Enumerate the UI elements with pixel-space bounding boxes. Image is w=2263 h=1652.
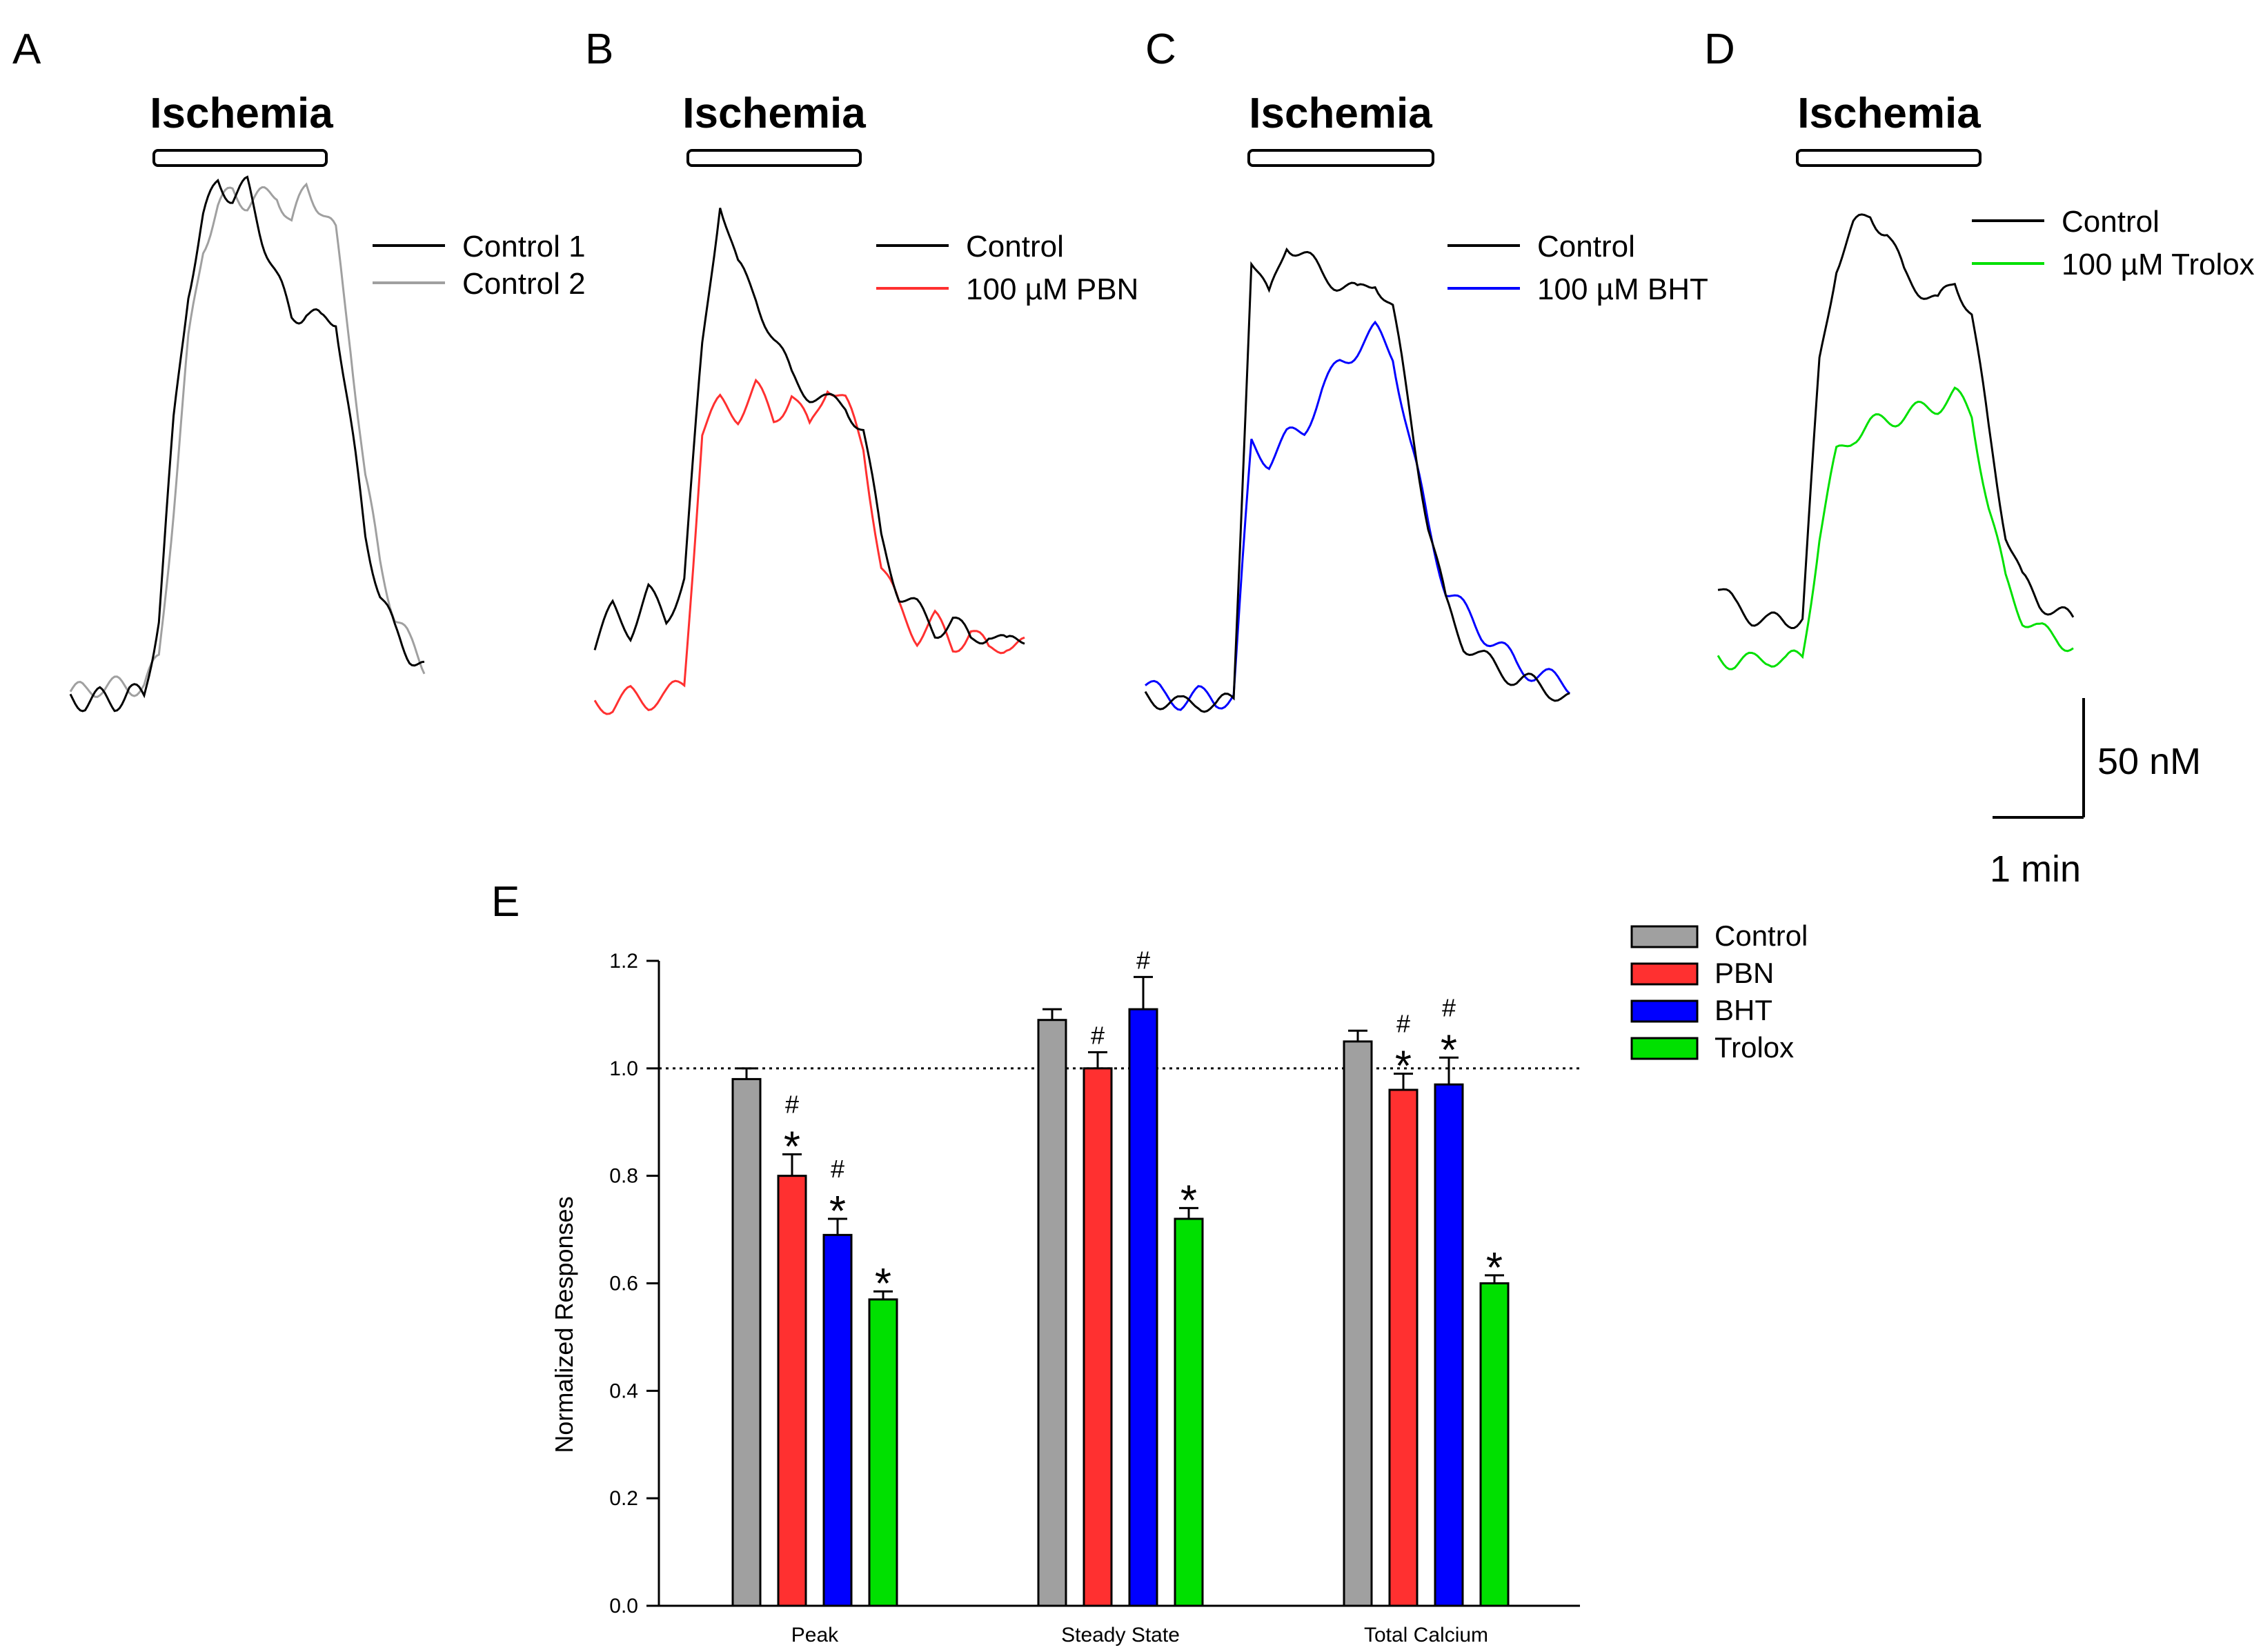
legend-label-1: 100 µM PBN [966,272,1138,306]
significance-hash: # [1136,946,1150,974]
trace-control [593,208,1025,650]
y-axis-label: Normalized Responses [550,1196,578,1453]
trace-control-2 [69,182,426,698]
significance-star: * [784,1124,800,1171]
bar-trolox-steady-state [1174,1217,1204,1607]
trace-control-1 [69,175,425,713]
bar-control-peak [731,1077,762,1607]
y-tick-label: 1.0 [609,1057,638,1080]
ischemia-label: Ischemia [1249,90,1432,137]
ischemia-label: Ischemia [1797,90,1981,137]
scale-bar-y-label: 50 nM [2097,741,2201,782]
legend-swatch-control [1630,925,1699,948]
significance-hash: # [785,1091,799,1119]
legend-swatch-bht [1630,999,1699,1023]
y-tick-label: 0.4 [609,1380,638,1402]
scale-bar: 50 nM 1 min [1990,698,2201,890]
trace-control [1144,247,1570,713]
significance-hash: # [1091,1021,1105,1049]
bar-pbn-total-calcium [1388,1088,1419,1607]
panel-label-a: A [12,26,41,73]
legend-label-control: Control [1714,919,1808,952]
y-tick-label: 0.0 [609,1595,638,1618]
bar-pbn-peak [777,1175,807,1607]
trace-panel-a: Ischemia Control 1 Control 2 [69,90,586,713]
trace-100-m-pbn [593,378,1025,715]
trace-panel-d: Ischemia Control 100 µM Trolox [1717,90,2255,670]
y-tick-label: 1.2 [609,950,638,973]
bar-bht-steady-state [1128,1008,1158,1607]
significance-hash: # [831,1155,844,1183]
trace-panels: Ischemia Control 1 Control 2 Ischemia Contro… [69,90,2255,715]
significance-star: * [829,1188,846,1235]
legend-swatch-pbn [1630,962,1699,986]
significance-star: * [1486,1244,1503,1292]
y-tick-label: 0.2 [609,1487,638,1510]
legend-label-trolox: Trolox [1714,1031,1794,1064]
significance-hash: # [1396,1010,1410,1038]
legend-label-0: Control [966,230,1064,263]
y-tick-label: 0.8 [609,1165,638,1188]
bar-chart-e: 0.0 0.2 0.4 0.6 0.8 1.0 1.2 Normalized Response… [550,919,1808,1646]
trace-panel-c: Ischemia Control 100 µM BHT [1144,90,1708,713]
significance-star: * [875,1260,891,1308]
y-tick-label: 0.6 [609,1273,638,1295]
trace-control [1717,213,2075,630]
x-category-label: Steady State [1061,1624,1180,1646]
ischemia-label: Ischemia [150,90,333,137]
trace-100-m-trolox [1717,386,2074,670]
bar-pbn-steady-state [1083,1067,1113,1607]
trace-100-m-bht [1145,320,1571,711]
significance-star: * [1180,1177,1197,1224]
legend-label-bht: BHT [1714,994,1772,1026]
bar-bht-peak [822,1233,853,1607]
scale-bar-x-label: 1 min [1990,848,2081,890]
legend-label-0: Control 1 [462,230,586,263]
trace-panel-b: Ischemia Control 100 µM PBN [593,90,1138,715]
panel-label-e: E [491,878,520,926]
legend-label-1: Control 2 [462,267,586,301]
legend-label-0: Control [2062,205,2160,239]
ischemia-label: Ischemia [682,90,866,137]
bar-control-total-calcium [1343,1040,1373,1607]
panel-label-c: C [1145,26,1176,73]
legend-label-pbn: PBN [1714,957,1774,989]
ischemia-bar [686,149,862,167]
bar-trolox-peak [868,1298,898,1607]
panel-label-b: B [585,26,613,73]
bar-bht-total-calcium [1434,1083,1464,1607]
ischemia-bar [1796,149,1982,167]
significance-star: * [1395,1043,1412,1091]
ischemia-bar [1247,149,1434,167]
legend-label-1: 100 µM BHT [1537,272,1708,306]
significance-star: * [1441,1026,1457,1074]
significance-hash: # [1442,993,1456,1022]
x-category-label: Total Calcium [1364,1624,1488,1646]
legend-label-0: Control [1537,230,1635,263]
bar-control-steady-state [1037,1019,1067,1607]
x-category-label: Peak [791,1624,839,1646]
ischemia-bar [152,149,328,167]
panel-label-d: D [1704,26,1735,73]
legend-swatch-trolox [1630,1037,1699,1060]
bar-trolox-total-calcium [1479,1282,1510,1607]
legend-label-1: 100 µM Trolox [2062,248,2255,281]
